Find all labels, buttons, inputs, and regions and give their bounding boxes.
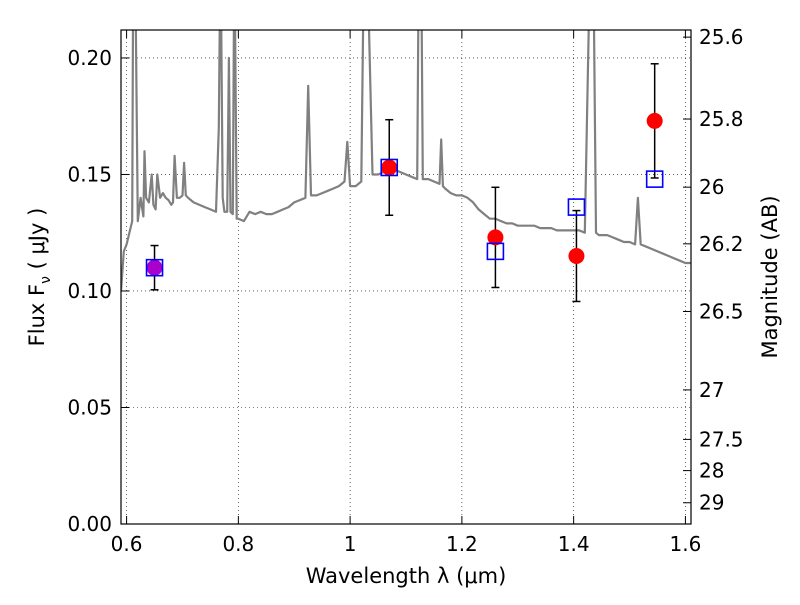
plot-background xyxy=(121,30,691,524)
y-tick-label-3: 0.15 xyxy=(67,162,112,186)
model-flux-square-3 xyxy=(567,198,586,216)
right-tick-label-3: 26.2 xyxy=(699,232,744,256)
observed-point-1 xyxy=(381,159,398,176)
right-tick-label-1: 25.8 xyxy=(699,107,744,131)
model-flux-square-4 xyxy=(645,170,664,188)
y-axis-title-main: Flux F xyxy=(25,284,49,346)
x-tick-label-5: 1.6 xyxy=(670,532,702,556)
y-tick-label-2: 0.10 xyxy=(67,279,112,303)
model-flux-square-2 xyxy=(486,242,505,261)
model-flux-square-1 xyxy=(380,158,399,177)
data-series xyxy=(121,30,691,303)
x-axis-title: Wavelength λ (μm) xyxy=(306,564,507,588)
y-tick-label-0: 0.00 xyxy=(67,512,112,536)
y-axis-title-unit: ( μJy ) xyxy=(25,208,49,276)
model-spectrum-line xyxy=(121,30,691,292)
y-axis-title-subscript: ν xyxy=(38,276,54,284)
right-tick-label-2: 26 xyxy=(699,175,724,199)
x-tick-label-1: 0.8 xyxy=(222,532,254,556)
right-tick-label-4: 26.5 xyxy=(699,299,744,323)
right-tick-label-8: 29 xyxy=(699,491,724,515)
observed-point-4 xyxy=(646,112,663,129)
x-tick-label-2: 1 xyxy=(344,532,357,556)
right-tick-label-5: 27 xyxy=(699,378,724,402)
axes: 0.6 0.8 1 1.2 1.4 1.6 0.00 0.05 0.10 0.15 0.20 25.6… xyxy=(67,25,743,556)
model-flux-square-0 xyxy=(145,258,164,277)
observed-point-0 xyxy=(146,259,163,276)
right-axis-title: Magnitude (AB) xyxy=(758,195,782,358)
x-tick-label-3: 1.2 xyxy=(446,532,478,556)
y-axis-title: Flux Fν ( μJy ) xyxy=(25,208,54,347)
y-tick-label-1: 0.05 xyxy=(67,395,112,419)
right-tick-label-7: 28 xyxy=(699,459,724,483)
x-tick-label-0: 0.6 xyxy=(111,532,143,556)
right-tick-label-6: 27.5 xyxy=(699,427,744,451)
right-tick-label-0: 25.6 xyxy=(699,25,744,49)
y-tick-label-4: 0.20 xyxy=(67,46,112,70)
observed-point-2 xyxy=(487,229,504,246)
plot-frame xyxy=(120,29,692,525)
observed-point-3 xyxy=(568,248,585,265)
x-tick-label-4: 1.4 xyxy=(558,532,590,556)
